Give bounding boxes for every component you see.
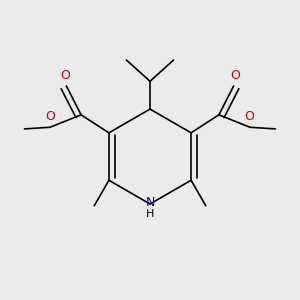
Text: O: O xyxy=(60,69,70,82)
Text: O: O xyxy=(230,69,240,82)
Text: O: O xyxy=(46,110,56,123)
Text: O: O xyxy=(244,110,254,123)
Text: N: N xyxy=(145,196,155,209)
Text: H: H xyxy=(146,209,154,220)
